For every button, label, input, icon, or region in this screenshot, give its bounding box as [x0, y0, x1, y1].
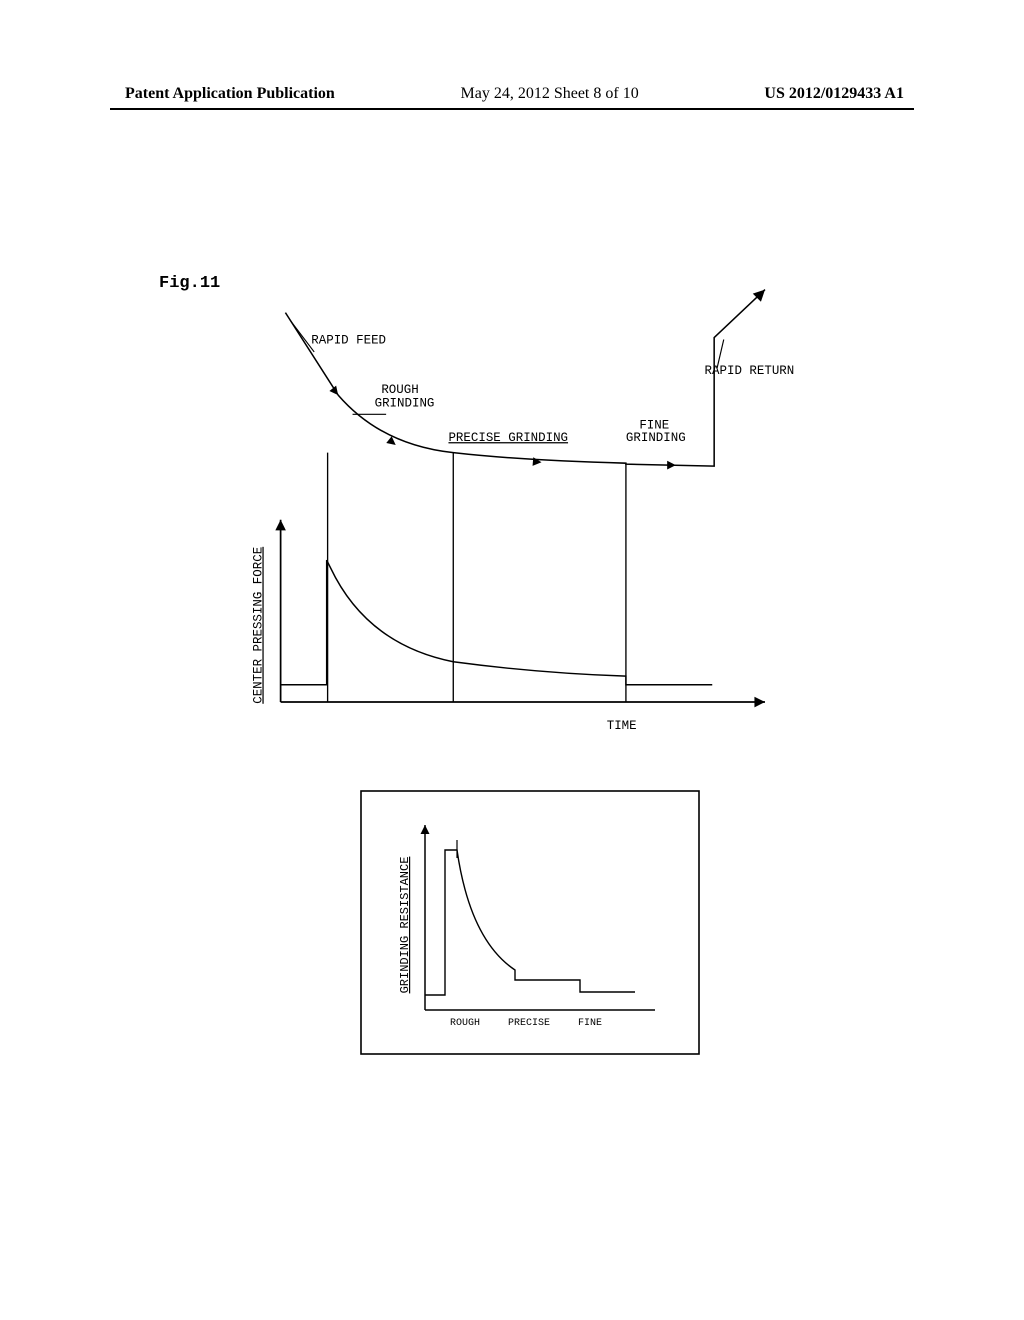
chart-grinding-resistance: GRINDING RESISTANCE ROUGH PRECISE FINE [360, 790, 700, 1060]
svg-text:RAPID FEED: RAPID FEED [311, 333, 386, 347]
header-rule [110, 108, 914, 110]
svg-text:TIME: TIME [607, 719, 637, 733]
header-left: Patent Application Publication [125, 85, 335, 103]
svg-text:GRINDING: GRINDING [626, 431, 686, 445]
svg-text:PRECISE GRINDING: PRECISE GRINDING [448, 431, 568, 445]
figure-number: 11 [200, 274, 220, 293]
header-right: US 2012/0129433 A1 [764, 85, 904, 103]
svg-text:GRINDING RESISTANCE: GRINDING RESISTANCE [398, 857, 412, 994]
svg-text:ROUGH: ROUGH [381, 383, 418, 397]
svg-text:CENTER PRESSING FORCE: CENTER PRESSING FORCE [251, 547, 265, 704]
svg-text:GRINDING: GRINDING [375, 397, 435, 411]
svg-text:ROUGH: ROUGH [450, 1018, 480, 1029]
svg-text:FINE: FINE [578, 1018, 602, 1029]
figure-prefix: Fig. [159, 274, 200, 293]
svg-text:RAPID RETURN: RAPID RETURN [705, 364, 795, 378]
figure-label: Fig.11 [159, 274, 220, 293]
header-center: May 24, 2012 Sheet 8 of 10 [461, 85, 639, 103]
chart-feed-force: RAPID FEEDROUGHGRINDINGPRECISE GRINDINGF… [230, 280, 830, 755]
page-header: Patent Application Publication May 24, 2… [0, 85, 1024, 103]
svg-text:PRECISE: PRECISE [508, 1018, 550, 1029]
